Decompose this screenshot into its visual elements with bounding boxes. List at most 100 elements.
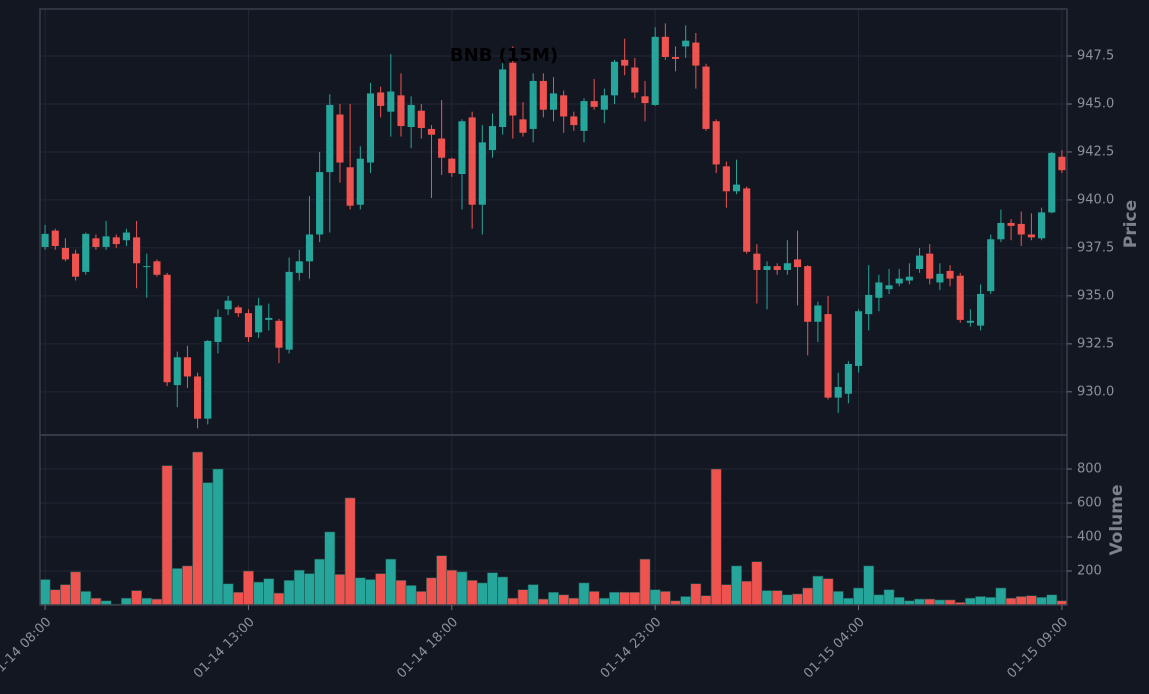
- volume-bar: [476, 582, 488, 606]
- volume-bar: [893, 597, 905, 606]
- volume-bar: [192, 451, 203, 606]
- candle-body: [570, 116, 578, 126]
- volume-bar: [802, 587, 814, 606]
- candle-body: [488, 126, 497, 151]
- candle-body: [1017, 223, 1025, 235]
- candle-body: [946, 270, 954, 279]
- candle-body: [804, 266, 812, 322]
- candle-body: [926, 253, 934, 279]
- volume-bar: [629, 591, 641, 606]
- volume-bar: [700, 595, 712, 606]
- volume-bar: [263, 578, 275, 606]
- candle-body: [763, 266, 771, 270]
- volume-bar: [832, 591, 844, 606]
- volume-bar: [202, 482, 214, 606]
- candle-body: [641, 96, 649, 104]
- volume-bar: [90, 597, 102, 606]
- volume-bar: [537, 598, 549, 606]
- volume-bar: [873, 594, 885, 606]
- volume-bar: [487, 572, 498, 606]
- candle-body: [468, 117, 476, 205]
- candle-body: [875, 282, 883, 298]
- volume-bar: [304, 573, 315, 606]
- candle-body: [153, 261, 161, 275]
- candle-body: [356, 158, 364, 205]
- candle-body: [112, 237, 120, 245]
- candle-body: [977, 293, 985, 326]
- candle-body: [194, 376, 202, 419]
- volume-bar: [334, 574, 346, 606]
- volume-bar: [680, 596, 692, 606]
- candle-body: [916, 255, 924, 270]
- volume-bar: [141, 597, 153, 606]
- candle-body: [295, 261, 303, 273]
- y-tick-label: 935.0: [1077, 288, 1114, 303]
- candle-body: [712, 121, 720, 165]
- volume-bar: [385, 558, 397, 606]
- candle-body: [224, 300, 232, 310]
- volume-bar: [507, 597, 519, 606]
- candle-body: [610, 61, 619, 96]
- volume-bar: [639, 558, 651, 606]
- candle-body: [255, 305, 263, 333]
- candle-body: [590, 101, 598, 107]
- candle-body: [814, 305, 822, 322]
- candle-body: [793, 259, 802, 268]
- candle-body: [1048, 152, 1056, 213]
- volume-bar: [456, 571, 468, 606]
- volume-bar: [151, 598, 163, 606]
- volume-bar: [232, 591, 244, 606]
- volume-bar: [161, 465, 173, 606]
- candle-body: [204, 340, 212, 419]
- volume-bar: [365, 579, 376, 606]
- candle-body: [377, 92, 385, 106]
- volume-bar: [731, 565, 742, 606]
- volume-bar: [944, 599, 956, 606]
- candle-body: [438, 138, 446, 158]
- candle-body: [387, 91, 395, 112]
- volume-bar: [751, 561, 763, 606]
- candle-body: [671, 56, 680, 59]
- y-axis-label: Price: [1121, 200, 1141, 248]
- candle-body: [651, 36, 659, 105]
- candle-body: [397, 95, 405, 127]
- candle-body: [519, 119, 527, 133]
- volume-bar: [914, 598, 925, 606]
- volume-bar: [568, 597, 580, 606]
- candle-body: [509, 62, 517, 116]
- candle-body: [265, 317, 273, 320]
- volume-bar: [588, 591, 600, 606]
- volume-bar: [924, 598, 936, 606]
- volume-bar: [598, 597, 610, 606]
- volume-bar: [70, 571, 81, 606]
- volume-bar: [446, 569, 458, 606]
- candle-body: [326, 104, 334, 173]
- candle-body: [692, 42, 700, 66]
- volume-bar: [720, 584, 732, 606]
- candle-body: [753, 253, 761, 270]
- volume-bar: [863, 565, 875, 606]
- candle-body: [448, 158, 456, 174]
- volume-bar: [659, 591, 671, 606]
- candle-body: [895, 278, 903, 284]
- volume-bar: [243, 570, 254, 606]
- candle-body: [956, 275, 964, 320]
- volume-bar: [283, 580, 295, 606]
- volume-bar: [293, 569, 305, 606]
- candle-body: [234, 307, 242, 314]
- candle-body: [529, 80, 537, 129]
- y-tick-label: 945.0: [1077, 96, 1114, 111]
- candle-body: [549, 93, 558, 110]
- candle-body: [702, 66, 710, 129]
- candle-body: [122, 232, 130, 241]
- volume-bar: [710, 468, 722, 606]
- candle-body: [133, 237, 141, 264]
- candle-body: [1038, 212, 1046, 239]
- volume-bar: [842, 597, 854, 606]
- candle-body: [997, 222, 1005, 240]
- y-tick-label: 930.0: [1077, 384, 1114, 399]
- candle-body: [51, 230, 59, 246]
- volume-bar: [182, 565, 193, 606]
- volume-bar: [49, 589, 61, 606]
